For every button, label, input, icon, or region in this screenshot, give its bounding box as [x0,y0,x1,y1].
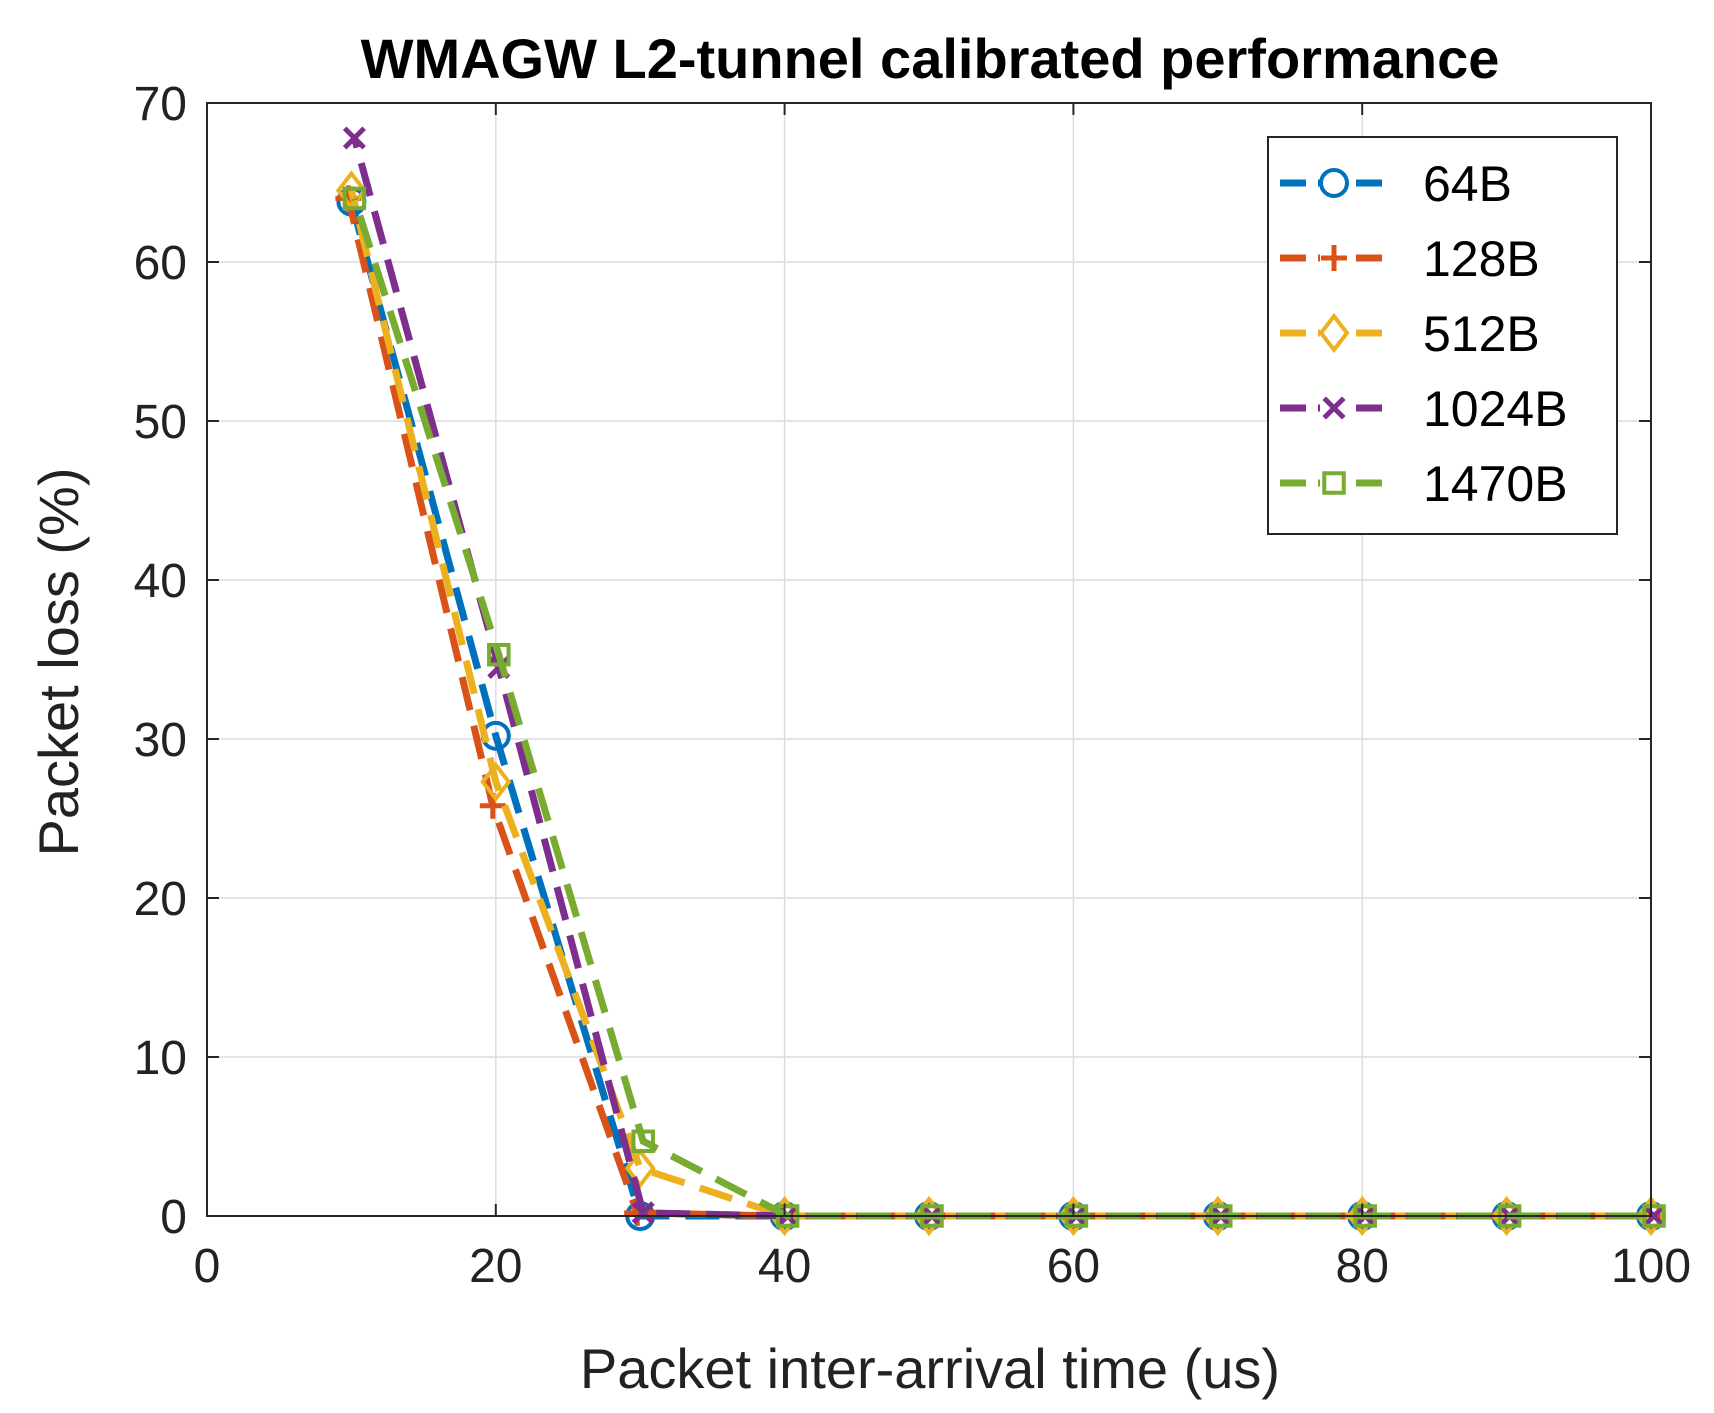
plot-area-frame [206,102,1652,1217]
data-point-1024B [631,1201,655,1225]
x-tick-label: 0 [194,1240,221,1293]
y-tick-label: 60 [134,237,187,290]
x-tick-label: 40 [758,1240,811,1293]
x-axis-label: Packet inter-arrival time (us) [580,1337,1280,1400]
data-point-1470B [631,1129,655,1154]
y-axis-label: Packet loss (%) [27,468,90,857]
x-tick-label: 100 [1611,1240,1691,1293]
data-point-1470B [342,186,367,211]
y-tick-label: 10 [134,1032,187,1085]
legend-label: 128B [1423,231,1540,287]
data-point-1024B [342,126,366,150]
legend-item-1470B: 1470B [1280,456,1568,512]
legend-marker [1318,312,1350,354]
data-point-512B [624,1148,656,1189]
data-point-1470B [487,642,511,667]
x-tick-label: 80 [1336,1240,1389,1293]
legend-marker-bg [1320,317,1348,349]
legend-item-128B: 128B [1280,231,1540,287]
x-tick-label: 60 [1047,1240,1100,1293]
axis-ticks: 0 20 40 60 80 100 0 10 20 30 40 50 60 70 [134,78,1691,1293]
legend-marker [1319,168,1349,198]
legend-item-512B: 512B [1280,306,1540,362]
legend-label: 64B [1423,156,1512,212]
y-tick-label: 0 [160,1191,187,1244]
legend-label: 1024B [1423,381,1568,437]
y-tick-label: 50 [134,396,187,449]
data-point-1024B [1642,1204,1666,1228]
legend-marker [1322,396,1346,420]
chart-title: WMAGW L2-tunnel calibrated performance [361,27,1500,90]
legend-marker [1322,471,1346,495]
y-tick-label: 20 [134,873,187,926]
legend-item-1024B: 1024B [1280,381,1568,437]
y-tick-label: 30 [134,714,187,767]
y-tick-label: 40 [134,555,187,608]
x-tick-label: 20 [469,1240,522,1293]
legend: 64B 128B 512B 1024B 1470B [1267,136,1618,535]
y-tick-label: 70 [134,78,187,131]
legend-item-64B: 64B [1280,156,1512,212]
legend-marker [1321,245,1347,271]
legend-label: 1470B [1423,456,1568,512]
data-point-512B [480,761,512,803]
legend-label: 512B [1423,306,1540,362]
